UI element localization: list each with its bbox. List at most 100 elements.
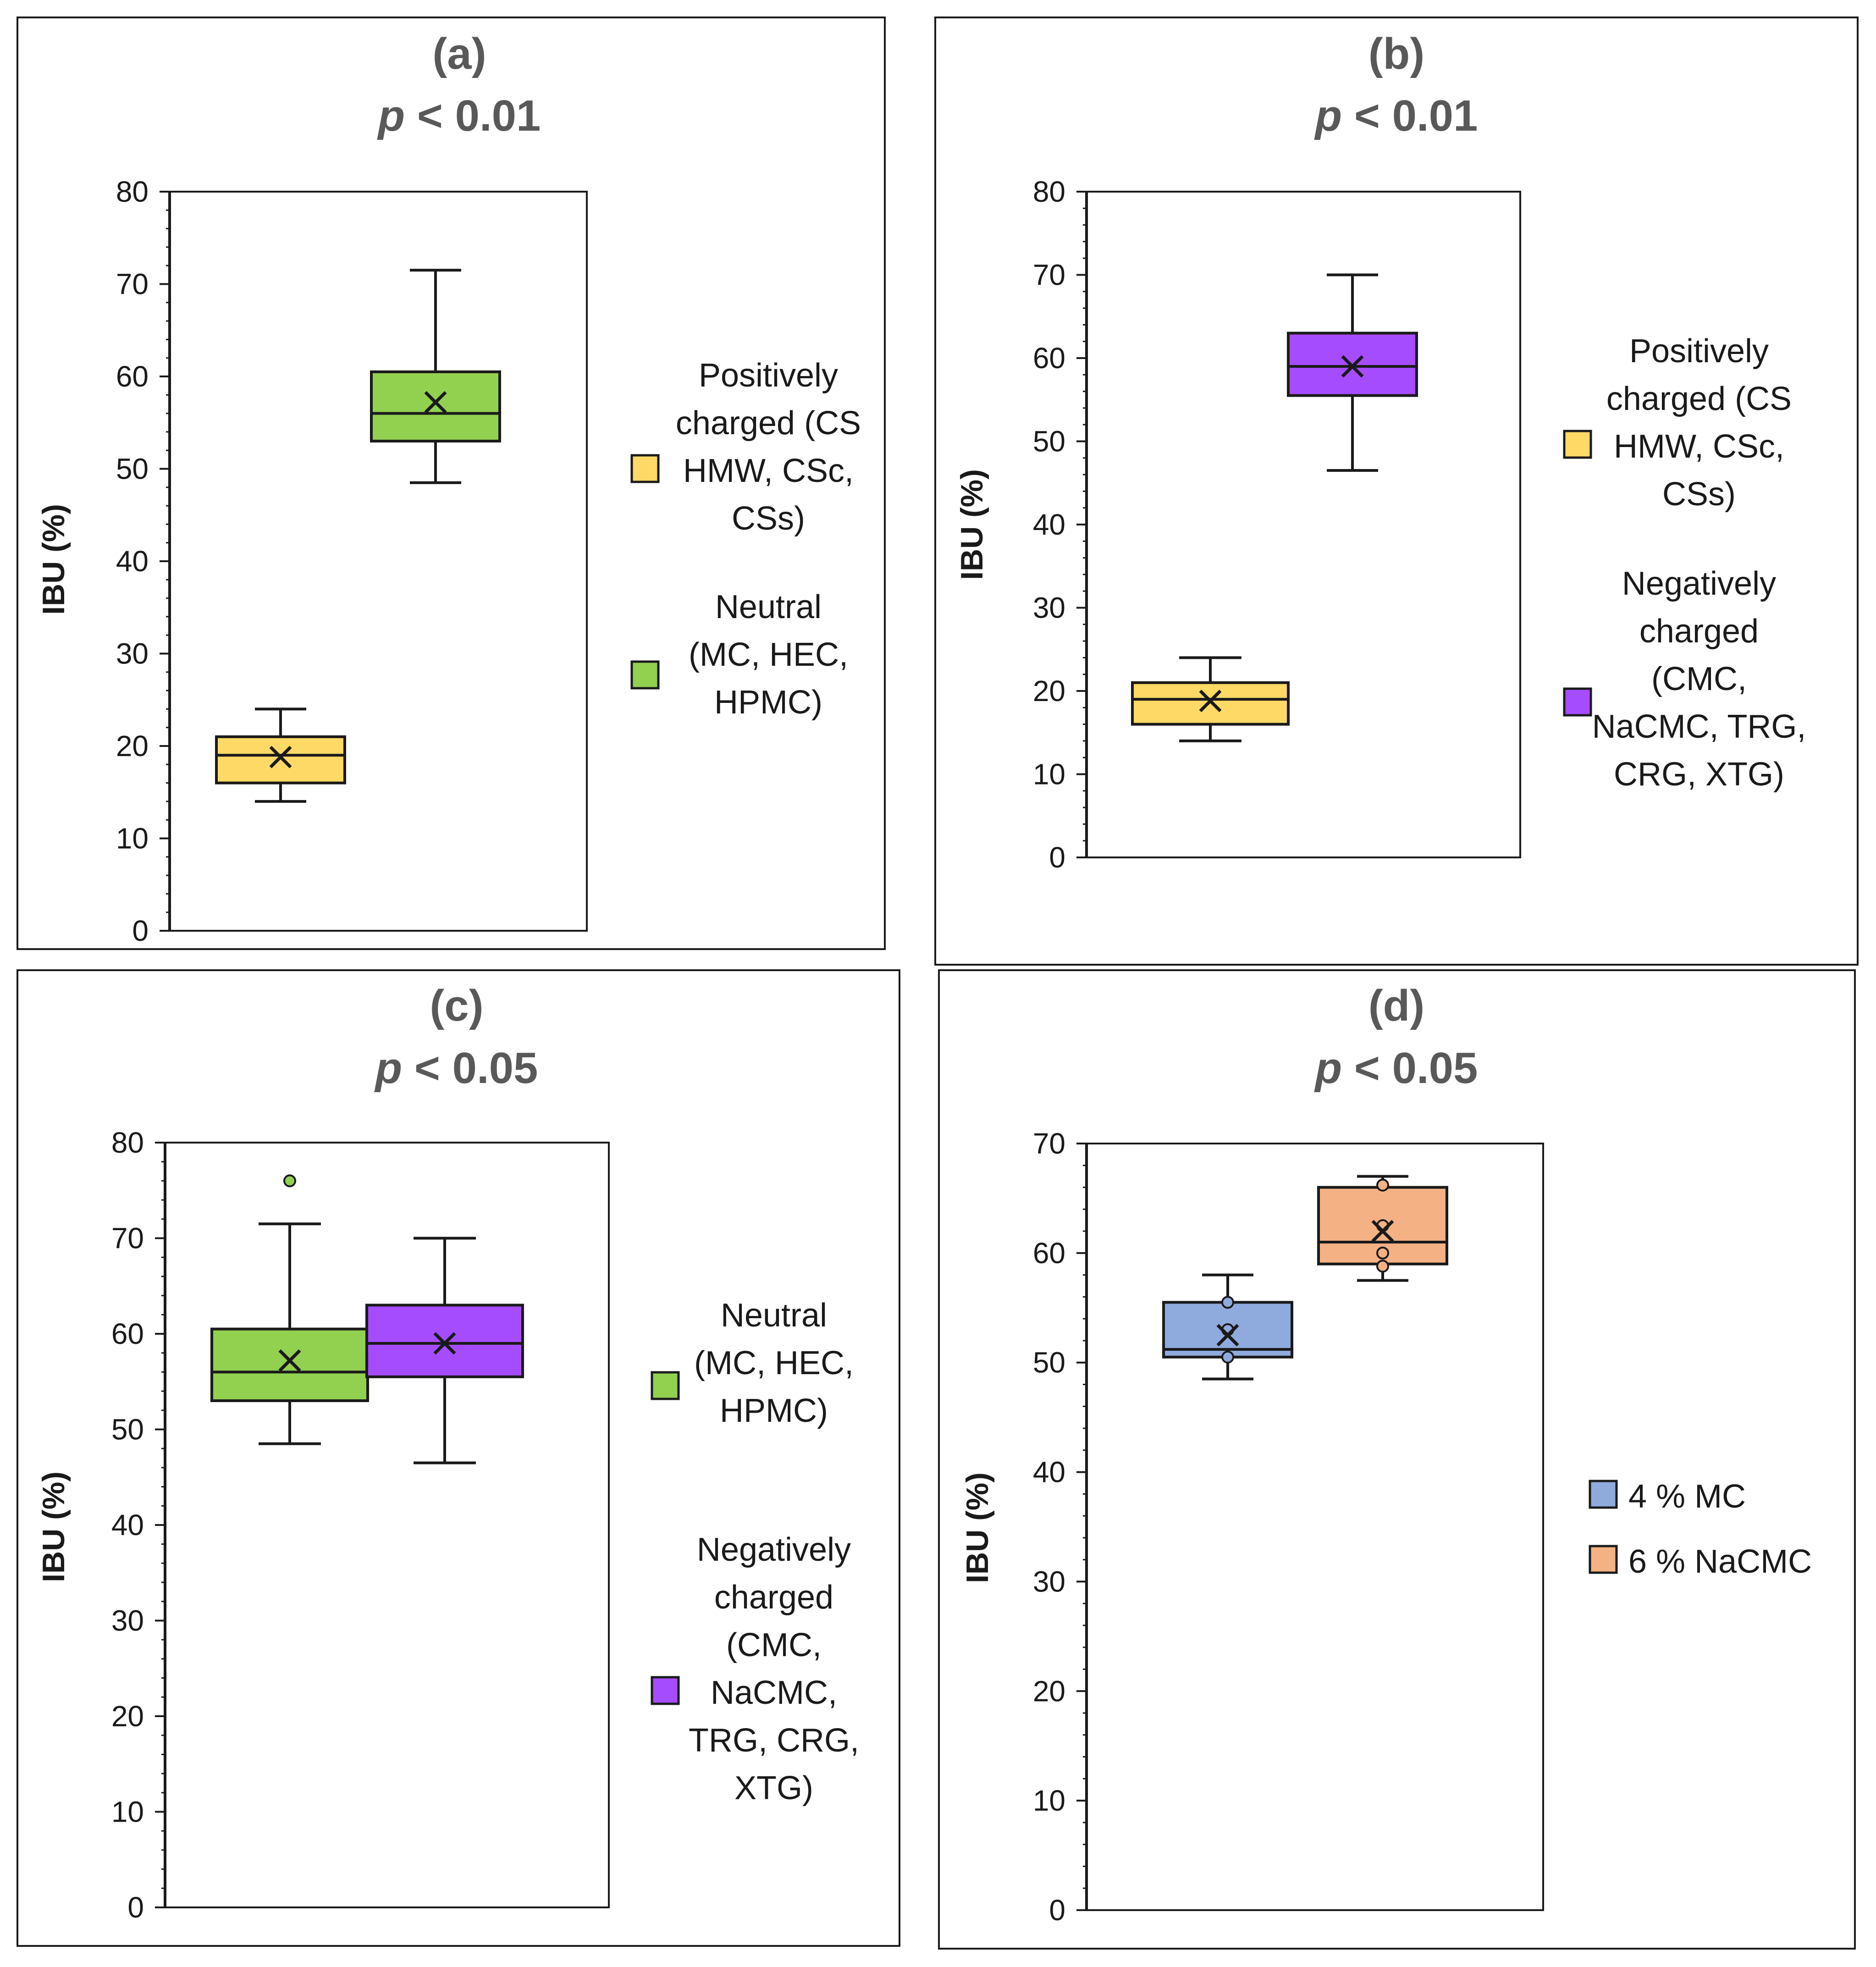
y-axis-label: IBU (%) bbox=[955, 469, 989, 580]
legend-label: CSs) bbox=[732, 500, 805, 537]
legend-label: (MC, HEC, bbox=[694, 1345, 854, 1381]
mean-marker bbox=[269, 746, 292, 768]
legend: 4 % MC 6 % NaCMC bbox=[1589, 1478, 1812, 1580]
plot-area bbox=[164, 1142, 610, 1908]
legend-swatch bbox=[1589, 1545, 1618, 1574]
legend-swatch bbox=[630, 660, 660, 690]
chart-panel: (b) p < 0.01 0 10 20 30 40 50 60 70 80 IBU (%) Posit… bbox=[934, 17, 1859, 966]
legend-label: Negatively bbox=[1622, 565, 1776, 602]
mean-marker bbox=[433, 1332, 456, 1355]
legend-label: charged bbox=[714, 1579, 833, 1616]
legend-label: (CMC, bbox=[726, 1627, 822, 1663]
panel-letter: (a) bbox=[432, 29, 486, 78]
y-tick-label: 80 bbox=[1033, 175, 1065, 208]
legend-label: HPMC) bbox=[720, 1392, 828, 1429]
p-threshold: < 0.05 bbox=[1342, 1044, 1478, 1093]
mean-marker bbox=[278, 1349, 301, 1372]
y-tick-label: 70 bbox=[116, 268, 149, 301]
panel-p-value: p < 0.01 bbox=[1314, 91, 1478, 140]
legend-label: HPMC) bbox=[714, 684, 822, 721]
legend-swatch bbox=[651, 1371, 680, 1400]
y-tick-label: 30 bbox=[1033, 1565, 1065, 1598]
y-tick-label: 60 bbox=[1033, 342, 1065, 375]
legend-label: CSs) bbox=[1662, 476, 1736, 513]
box-series bbox=[210, 1174, 369, 1445]
box-series bbox=[215, 707, 346, 803]
y-tick-label: 50 bbox=[1033, 425, 1065, 458]
plot-area bbox=[1086, 191, 1521, 858]
legend-label: 4 % MC bbox=[1628, 1478, 1746, 1515]
y-tick-label: 20 bbox=[1033, 1674, 1065, 1707]
y-tick-label: 10 bbox=[1033, 1784, 1065, 1817]
y-tick-label: 50 bbox=[116, 453, 149, 486]
chart-panel: (d) p < 0.05 0 10 20 30 40 50 60 70 IBU (%) 4 % MC 6… bbox=[938, 969, 1856, 1950]
iqr-box bbox=[210, 1327, 369, 1402]
box-series bbox=[1287, 273, 1418, 472]
data-point bbox=[1221, 1296, 1234, 1309]
y-tick-label: 10 bbox=[111, 1796, 144, 1829]
mean-marker bbox=[424, 391, 447, 414]
mean-marker bbox=[1371, 1220, 1394, 1243]
legend-label: charged bbox=[1639, 613, 1759, 650]
legend-swatch bbox=[1563, 430, 1592, 459]
y-tick-label: 0 bbox=[127, 1891, 144, 1924]
box-series bbox=[370, 269, 501, 484]
y-axis-label: IBU (%) bbox=[960, 1472, 995, 1583]
data-point bbox=[1221, 1350, 1234, 1364]
y-tick-label: 40 bbox=[116, 545, 149, 578]
box-series bbox=[365, 1237, 524, 1464]
y-tick-label: 40 bbox=[111, 1508, 144, 1542]
p-symbol: p bbox=[377, 91, 405, 140]
y-tick-label: 70 bbox=[1033, 259, 1065, 292]
legend-label: charged (CS bbox=[1606, 381, 1792, 417]
y-tick-label: 20 bbox=[1033, 674, 1065, 707]
legend-label: (CMC, bbox=[1651, 661, 1747, 697]
legend-label: 6 % NaCMC bbox=[1628, 1543, 1812, 1580]
legend-label: (MC, HEC, bbox=[689, 636, 848, 673]
p-threshold: < 0.05 bbox=[402, 1044, 538, 1093]
legend-label: TRG, CRG, bbox=[689, 1722, 859, 1759]
iqr-box bbox=[1131, 681, 1290, 726]
y-tick-label: 40 bbox=[1033, 508, 1065, 541]
legend-label: XTG) bbox=[734, 1770, 813, 1807]
panel-p-value: p < 0.01 bbox=[377, 91, 541, 140]
legend-label: Positively bbox=[699, 357, 838, 394]
p-symbol: p bbox=[1314, 91, 1342, 140]
y-tick-label: 80 bbox=[111, 1126, 144, 1159]
panel-letter: (d) bbox=[1368, 981, 1425, 1030]
y-tick-label: 0 bbox=[132, 914, 149, 947]
box-series bbox=[1317, 1175, 1448, 1282]
mean-marker bbox=[1341, 355, 1364, 378]
panel-p-value: p < 0.05 bbox=[1314, 1044, 1478, 1093]
data-point bbox=[1376, 1246, 1389, 1260]
iqr-box bbox=[365, 1304, 524, 1378]
box-series bbox=[1131, 656, 1290, 742]
p-threshold: < 0.01 bbox=[405, 91, 541, 140]
legend: Positively charged (CS HMW, CSc, CSs) Negati… bbox=[1563, 333, 1806, 793]
y-tick-label: 40 bbox=[1033, 1456, 1065, 1489]
legend-label: Negatively bbox=[697, 1531, 851, 1568]
mean-marker bbox=[1216, 1324, 1239, 1347]
legend-label: charged (CS bbox=[676, 405, 861, 442]
chart-panel: (a) p < 0.01 0 10 20 30 40 50 60 70 80 IBU (%) Posit… bbox=[17, 17, 886, 950]
y-tick-label: 80 bbox=[116, 175, 149, 208]
legend-label: NaCMC, TRG, bbox=[1592, 708, 1806, 745]
y-tick-label: 30 bbox=[1033, 591, 1065, 624]
y-tick-label: 50 bbox=[1033, 1346, 1065, 1379]
y-axis-label: IBU (%) bbox=[36, 504, 71, 615]
plot-area bbox=[169, 191, 588, 932]
panel-letter: (c) bbox=[430, 981, 483, 1030]
legend-label: HMW, CSc, bbox=[1614, 428, 1784, 465]
y-tick-label: 0 bbox=[1049, 1894, 1065, 1927]
legend-label: HMW, CSc, bbox=[683, 453, 854, 489]
y-tick-label: 30 bbox=[116, 637, 149, 670]
y-tick-label: 70 bbox=[1033, 1127, 1065, 1160]
panels: (a) p < 0.01 0 10 20 30 40 50 60 70 80 IBU (%) Posit… bbox=[17, 17, 1859, 1950]
legend-label: Neutral bbox=[721, 1297, 827, 1334]
p-symbol: p bbox=[1314, 1044, 1342, 1093]
panel-p-value: p < 0.05 bbox=[374, 1044, 538, 1093]
chart-panel: (c) p < 0.05 0 10 20 30 40 50 60 70 80 IBU (%) Neutr… bbox=[17, 969, 900, 1947]
y-tick-label: 70 bbox=[111, 1222, 144, 1255]
y-axis-label: IBU (%) bbox=[36, 1471, 71, 1582]
